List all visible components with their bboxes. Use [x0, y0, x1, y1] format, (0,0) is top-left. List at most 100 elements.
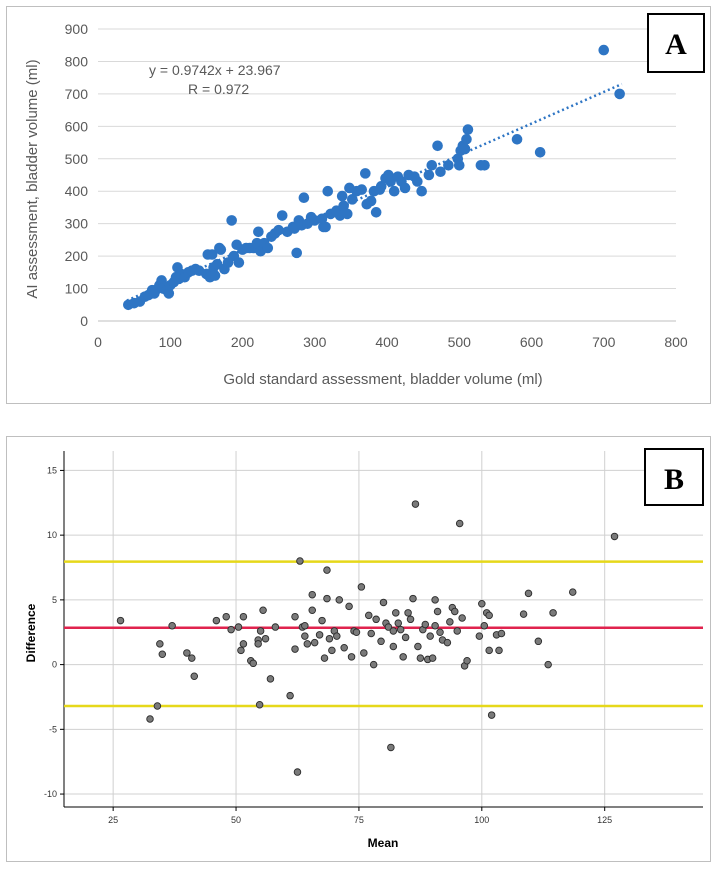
chart-a-point [336, 190, 348, 202]
chart-b-point [255, 700, 264, 709]
chart-b-point [485, 611, 493, 620]
chart-b-point [416, 654, 425, 662]
chart-a-y-tick-label: 300 [65, 216, 89, 232]
chart-b-point [315, 631, 324, 639]
chart-b-point [266, 675, 275, 683]
chart-a-point [322, 185, 334, 197]
chart-b-point [188, 654, 196, 662]
chart-a-svg: 0 100 200 300 400 500 600 700 800 900 0 100 200 300 4… [24, 13, 705, 388]
chart-b-point [146, 715, 154, 723]
chart-b-point [227, 625, 235, 634]
chart-b-point [239, 612, 248, 621]
chart-b-point [455, 519, 464, 528]
chart-a-point [262, 242, 274, 254]
chart-b-point [318, 616, 326, 625]
chart-b-point [291, 612, 299, 621]
chart-b-point [320, 654, 329, 662]
chart-b-point [519, 610, 528, 618]
chart-b-point [497, 629, 506, 638]
chart-a-x-tick-label: 200 [231, 334, 255, 350]
chart-a-point [479, 159, 490, 171]
chart-a-point [534, 146, 546, 158]
chart-a-point [338, 200, 349, 212]
chart-b-point [156, 640, 164, 648]
chart-b-svg: -10 -5 0 5 10 15 25 50 75 100 125 Mean Difference… [24, 448, 704, 850]
chart-a-point [412, 176, 423, 187]
chart-b-y-tick-label: 10 [47, 530, 57, 540]
chart-a-point [435, 166, 446, 178]
chart-b-point [291, 645, 299, 653]
chart-a-equation: y = 0.9742x + 23.967 [149, 62, 281, 78]
chart-b-y-axis-label: Difference [24, 603, 38, 662]
chart-b-point [360, 649, 368, 657]
chart-b-point [389, 642, 398, 651]
chart-b-point [310, 638, 319, 647]
chart-a-y-axis-label: AI assessment, bladder volume (ml) [24, 59, 41, 298]
chart-a-point [416, 185, 427, 197]
chart-b-point [549, 609, 557, 617]
chart-b-point [296, 557, 304, 565]
panel-a-label-box [647, 13, 705, 73]
chart-a-point [156, 275, 167, 286]
chart-a-point [209, 270, 221, 281]
chart-a-point [316, 213, 328, 225]
panel-a: 0 100 200 300 400 500 600 700 800 900 0 100 200 300 4… [6, 6, 711, 404]
chart-a-y-tick-label: 400 [65, 183, 89, 199]
chart-b-point [409, 594, 417, 603]
chart-b-point [421, 620, 430, 629]
chart-b-point [394, 619, 402, 627]
chart-b-point [387, 743, 395, 752]
panel-b-label: B [664, 463, 684, 496]
chart-b-point [487, 711, 496, 719]
chart-b-point [323, 594, 331, 603]
chart-a-point [233, 257, 245, 268]
chart-b-point [261, 634, 270, 643]
chart-b-point [190, 672, 199, 681]
chart-b-point [610, 532, 619, 541]
chart-a-point [598, 44, 610, 56]
chart-a-point [341, 208, 353, 220]
chart-b-point [544, 660, 552, 669]
chart-a-x-tick-label: 0 [94, 334, 102, 350]
chart-b-point [377, 637, 385, 646]
chart-a-x-tick-label: 600 [520, 334, 544, 350]
chart-b-point [212, 616, 221, 625]
chart-a-point [276, 210, 288, 221]
chart-a-point [215, 244, 227, 255]
chart-a-point [426, 159, 438, 171]
chart-a-y-tick-label: 200 [65, 248, 89, 264]
chart-b-point [271, 623, 280, 631]
chart-b-x-axis-label: Mean [368, 836, 399, 850]
chart-a-y-tick-label: 900 [65, 21, 89, 37]
chart-b-point [524, 589, 533, 598]
chart-a-x-ticks: 0 100 200 300 400 500 600 700 800 [94, 334, 688, 350]
chart-b-x-ticks: 25 50 75 100 125 [108, 807, 612, 825]
chart-a-point [461, 134, 472, 145]
chart-a-point [320, 221, 331, 233]
chart-b-point [414, 642, 422, 651]
chart-b-x-tick-label: 25 [108, 815, 118, 825]
chart-b-point [303, 640, 312, 648]
chart-b-point [335, 596, 344, 604]
chart-b-point [453, 627, 461, 635]
chart-b-point [259, 606, 267, 614]
chart-b-point [568, 588, 577, 596]
chart-a-point [273, 224, 284, 236]
chart-b-point [406, 615, 415, 624]
chart-b-point [428, 654, 437, 662]
chart-b-point [404, 609, 412, 617]
chart-b-point [345, 602, 353, 611]
chart-a-x-tick-label: 100 [159, 334, 183, 350]
chart-b-point [153, 702, 162, 710]
chart-a-y-ticks: 0 100 200 300 400 500 600 700 800 900 [65, 21, 89, 329]
chart-a-y-tick-label: 100 [65, 281, 89, 297]
panel-b: -10 -5 0 5 10 15 25 50 75 100 125 Mean Difference… [6, 436, 711, 862]
chart-a-point [388, 185, 400, 197]
chart-b-point [411, 500, 420, 508]
chart-a-point [511, 134, 523, 145]
chart-a-r-value: R = 0.972 [188, 81, 249, 97]
chart-b-point [478, 600, 486, 608]
chart-b-point [301, 632, 309, 640]
chart-b-point [384, 623, 393, 631]
chart-b-point [116, 616, 125, 625]
